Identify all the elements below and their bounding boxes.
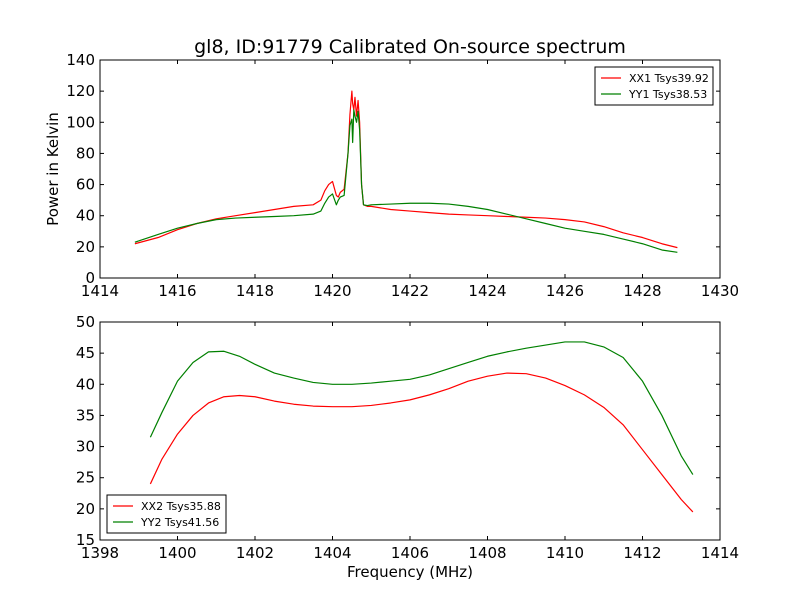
bottom-x-tick-label: 1406: [391, 544, 429, 562]
top-legend-label-1: XX1 Tsys39.92: [629, 72, 709, 85]
bottom-x-tick-label: 1410: [546, 544, 584, 562]
bottom-x-tick-label: 1400: [158, 544, 196, 562]
bottom-chart: Frequency (MHz) 1398 1400 1402 1404 1406 1408…: [76, 313, 739, 581]
top-y-tick-label: 120: [66, 82, 95, 100]
top-chart-title: gl8, ID:91779 Calibrated On-source spect…: [194, 36, 626, 58]
bottom-x-tick-label: 1408: [468, 544, 506, 562]
bottom-legend-label-2: YY2 Tsys41.56: [140, 516, 219, 529]
top-x-tick-label: 1428: [623, 282, 661, 300]
top-x-tick-label: 1416: [158, 282, 196, 300]
top-legend-label-2: YY1 Tsys38.53: [628, 88, 707, 101]
bottom-y-tick-label: 35: [76, 406, 95, 424]
top-x-tick-label: 1424: [468, 282, 506, 300]
top-y-tick-label: 0: [85, 269, 95, 287]
bottom-x-tick-label: 1404: [313, 544, 351, 562]
bottom-x-tick-label: 1398: [81, 544, 119, 562]
bottom-x-tick-label: 1402: [236, 544, 274, 562]
bottom-chart-legend: XX2 Tsys35.88 YY2 Tsys41.56: [106, 494, 227, 534]
bottom-series-line-1: [149, 372, 694, 513]
top-x-tick-label: 1422: [391, 282, 429, 300]
top-y-tick-label: 140: [66, 51, 95, 69]
top-y-tick-label: 80: [76, 144, 95, 162]
top-legend-box: [594, 66, 714, 106]
top-x-tick-label: 1430: [701, 282, 739, 300]
top-x-tick-label: 1414: [81, 282, 119, 300]
top-y-tick-label: 20: [76, 238, 95, 256]
top-y-tick-label: 60: [76, 176, 95, 194]
top-y-tick-label: 40: [76, 207, 95, 225]
bottom-y-tick-label: 45: [76, 344, 95, 362]
bottom-y-tick-label: 40: [76, 375, 95, 393]
bottom-legend-label-1: XX2 Tsys35.88: [141, 500, 221, 513]
bottom-y-tick-label: 15: [76, 531, 95, 549]
bottom-plot-area: 1398 1400 1402 1404 1406 1408 1410 1412 1414 15 20…: [76, 313, 739, 562]
top-series-line-1: [134, 90, 678, 249]
top-chart: gl8, ID:91779 Calibrated On-source spect…: [44, 36, 739, 300]
bottom-y-tick-label: 20: [76, 500, 95, 518]
bottom-series-line-2: [149, 341, 694, 475]
bottom-y-tick-label: 25: [76, 469, 95, 487]
bottom-y-tick-label: 30: [76, 438, 95, 456]
top-chart-legend: XX1 Tsys39.92 YY1 Tsys38.53: [594, 66, 714, 106]
bottom-x-tick-label: 1414: [701, 544, 739, 562]
bottom-legend-box: [106, 494, 227, 534]
bottom-x-tick-label: 1412: [623, 544, 661, 562]
top-plot-area: 1414 1416 1418 1420 1422 1424 1426 1428 1430 0 20 4…: [66, 51, 739, 300]
top-x-tick-label: 1426: [546, 282, 584, 300]
top-x-tick-label: 1420: [313, 282, 351, 300]
top-series-line-2: [134, 109, 678, 253]
top-x-tick-label: 1418: [236, 282, 274, 300]
top-y-tick-label: 100: [66, 113, 95, 131]
bottom-y-tick-label: 50: [76, 313, 95, 331]
top-chart-ylabel: Power in Kelvin: [44, 112, 62, 226]
bottom-chart-xlabel: Frequency (MHz): [347, 563, 473, 581]
